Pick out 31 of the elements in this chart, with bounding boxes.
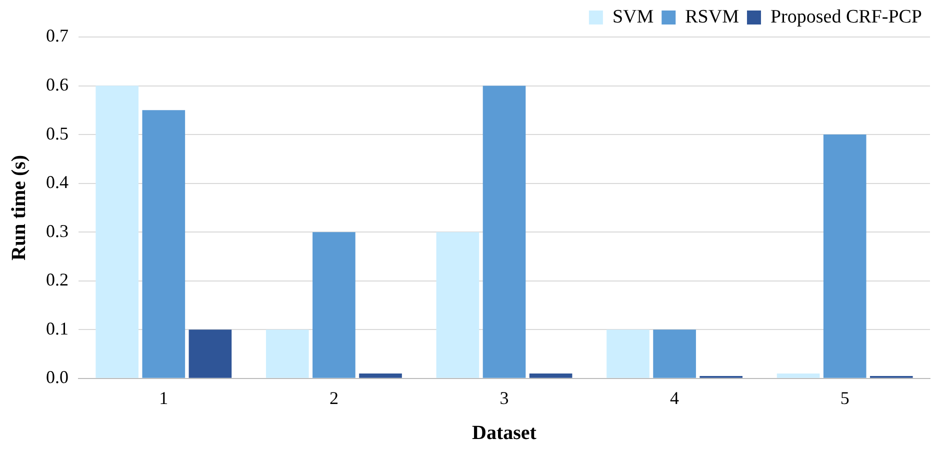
bar	[529, 374, 572, 378]
y-tick-label: 0.4	[46, 172, 68, 192]
legend-label: RSVM	[685, 6, 740, 28]
bar	[96, 86, 139, 378]
bar	[653, 330, 696, 378]
legend-label: Proposed CRF-PCP	[770, 6, 922, 28]
bar	[312, 232, 356, 378]
bar	[776, 374, 820, 378]
x-tick-label: 3	[500, 388, 509, 408]
y-tick-label: 0.5	[46, 123, 68, 144]
y-tick-label: 0.0	[46, 367, 68, 388]
bar	[142, 110, 186, 378]
y-axis-title: Run time (s)	[8, 154, 30, 260]
y-tick-label: 0.2	[46, 270, 68, 290]
bar	[359, 374, 402, 378]
y-tick-label: 0.7	[46, 26, 68, 46]
bar	[606, 330, 650, 378]
legend-label: SVM	[612, 6, 654, 28]
bar	[482, 86, 526, 378]
y-tick-label: 0.6	[46, 74, 68, 95]
x-tick-label: 2	[329, 388, 338, 408]
bar	[436, 232, 480, 378]
bar	[266, 330, 309, 378]
bar	[188, 330, 232, 378]
x-axis-title: Dataset	[472, 422, 537, 444]
bar	[823, 134, 866, 378]
x-tick-label: 4	[670, 388, 680, 408]
x-tick-label: 1	[159, 388, 168, 408]
y-tick-label: 0.3	[46, 220, 68, 241]
x-tick-label: 5	[840, 388, 850, 408]
y-tick-label: 0.1	[46, 318, 68, 338]
